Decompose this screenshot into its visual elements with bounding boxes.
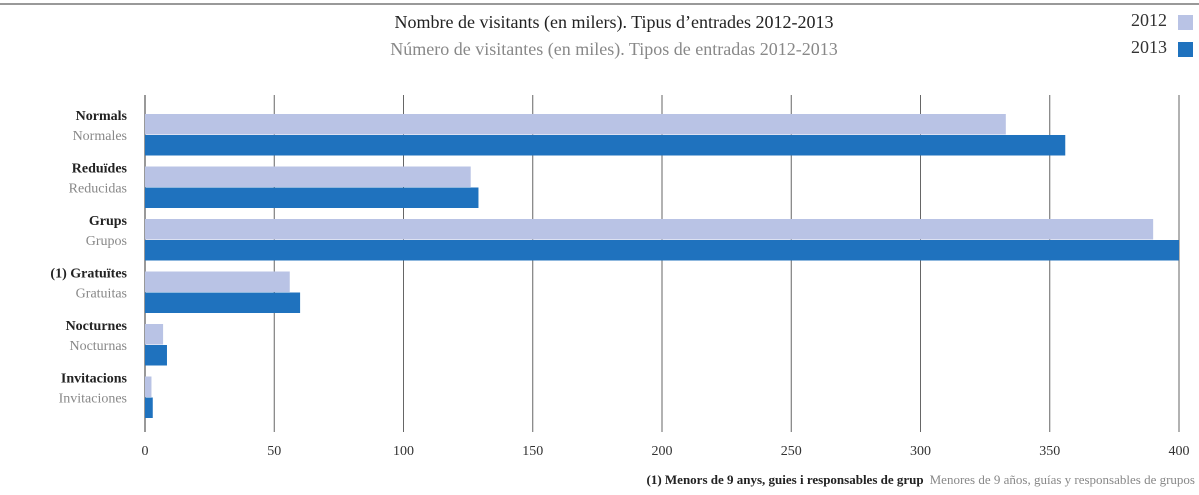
x-tick-label: 0 <box>142 444 149 459</box>
footnote-primary: (1) Menors de 9 anys, guies i responsabl… <box>647 472 924 487</box>
category-label-secondary: Nocturnas <box>69 339 127 354</box>
x-tick-label: 350 <box>1039 444 1060 459</box>
bar <box>145 292 301 313</box>
bar <box>145 114 1006 135</box>
category-label-secondary: Normales <box>73 129 127 144</box>
bar <box>145 219 1154 240</box>
x-tick-label: 300 <box>910 444 931 459</box>
footnote-secondary: Menores de 9 años, guías y responsables … <box>930 472 1195 487</box>
category-label: Normals <box>76 109 128 124</box>
legend-label: 2012 <box>1131 10 1167 30</box>
bar <box>145 187 479 208</box>
bar <box>145 271 290 292</box>
bar <box>145 166 471 187</box>
category-label: Nocturnes <box>66 319 128 334</box>
category-label-secondary: Reducidas <box>69 182 127 197</box>
bar <box>145 376 152 397</box>
category-label-secondary: Invitaciones <box>59 392 127 407</box>
category-label: Invitacions <box>61 372 128 387</box>
chart-subtitle: Número de visitantes (en miles). Tipos d… <box>390 39 837 60</box>
x-tick-label: 100 <box>393 444 414 459</box>
bar <box>145 240 1179 261</box>
legend-label: 2013 <box>1131 37 1167 57</box>
x-tick-label: 150 <box>522 444 543 459</box>
x-tick-label: 200 <box>652 444 673 459</box>
x-tick-label: 400 <box>1169 444 1190 459</box>
category-label: Reduïdes <box>72 162 128 177</box>
bar <box>145 397 153 418</box>
x-tick-label: 50 <box>267 444 281 459</box>
bar <box>145 135 1066 156</box>
legend-swatch <box>1178 15 1193 30</box>
footnote: (1) Menors de 9 anys, guies i responsabl… <box>647 472 1196 487</box>
chart-title: Nombre de visitants (en milers). Tipus d… <box>395 12 834 33</box>
x-tick-label: 250 <box>781 444 802 459</box>
category-label: Grups <box>89 214 128 229</box>
legend-swatch <box>1178 42 1193 57</box>
category-label-secondary: Gratuitas <box>76 287 127 302</box>
bar <box>145 345 167 366</box>
category-label-secondary: Grupos <box>86 234 127 249</box>
category-label: (1) Gratuïtes <box>50 267 127 282</box>
bar <box>145 324 164 345</box>
